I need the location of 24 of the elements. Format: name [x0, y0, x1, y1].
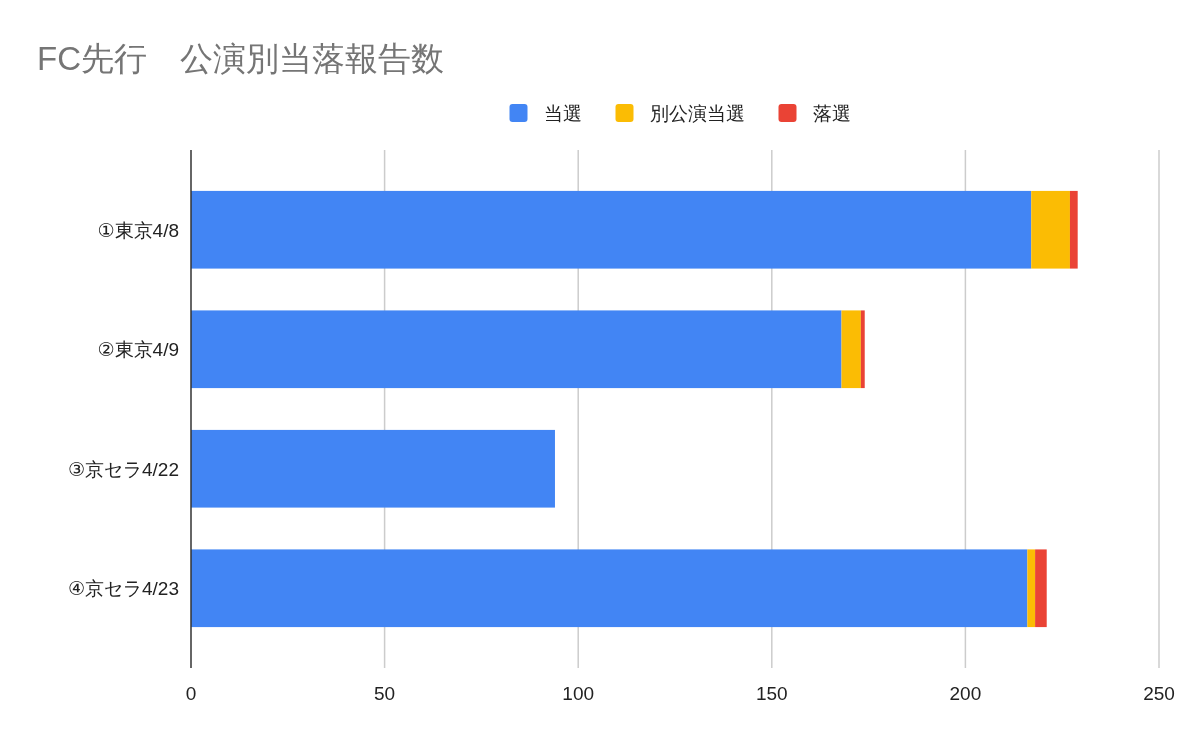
bar — [860, 310, 865, 389]
x-tick-label: 150 — [755, 683, 788, 704]
bar — [1035, 549, 1047, 628]
y-tick-label: ③京セラ4/22 — [67, 458, 179, 480]
bar — [191, 549, 1028, 628]
legend-label: 落選 — [812, 103, 851, 124]
x-tick-label: 50 — [374, 683, 396, 704]
bar — [191, 190, 1032, 269]
legend-label: 別公演当選 — [649, 103, 745, 124]
x-tick-label: 200 — [949, 683, 982, 704]
x-tick-label: 100 — [562, 683, 595, 704]
bar — [191, 429, 555, 508]
y-tick-label: ①東京4/8 — [97, 219, 179, 241]
bar — [191, 310, 842, 389]
x-tick-label: 0 — [185, 683, 197, 704]
bar — [1027, 549, 1036, 628]
y-tick-label: ④京セラ4/23 — [67, 578, 179, 600]
bar — [1031, 190, 1070, 269]
bar — [841, 310, 861, 389]
x-tick-label: 250 — [1143, 683, 1175, 704]
y-tick-label: ②東京4/9 — [97, 339, 179, 361]
bar — [1069, 190, 1078, 269]
chart-title: FC先行 公演別当落報告数 — [37, 40, 444, 77]
legend-label: 当選 — [543, 103, 582, 124]
